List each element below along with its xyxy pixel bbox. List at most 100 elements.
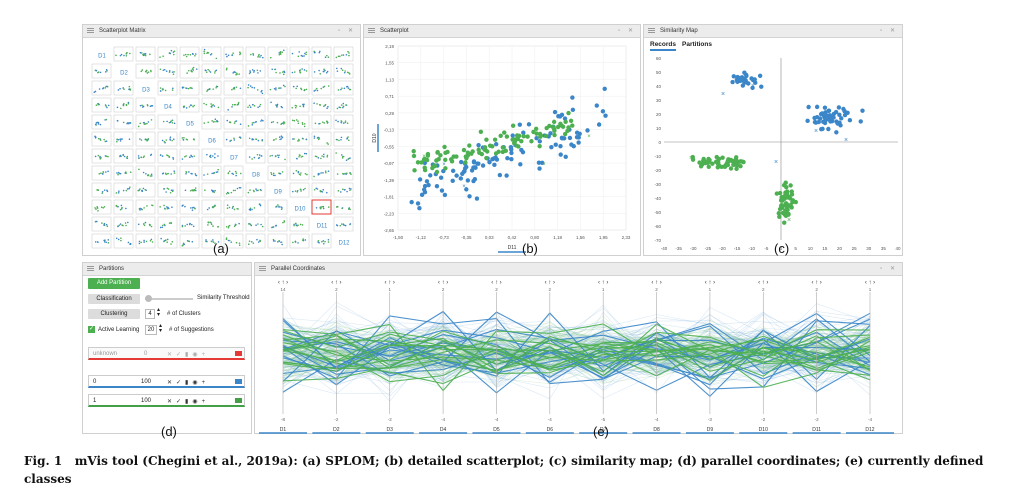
splom-point xyxy=(272,174,275,177)
slider-handle[interactable] xyxy=(145,295,152,302)
pc-line-green xyxy=(282,333,871,370)
stepper-arrows-icon[interactable]: ▴ ▾ xyxy=(157,307,161,318)
partitions-title-bar[interactable]: Partitions xyxy=(83,263,251,276)
stepper-arrows-icon[interactable]: ▴ ▾ xyxy=(159,323,163,334)
splom-point xyxy=(147,174,150,176)
splom-point xyxy=(215,86,217,89)
splom-point xyxy=(337,89,340,91)
splom-point xyxy=(205,103,208,106)
active-learning-checkbox[interactable]: ✓ xyxy=(88,326,95,333)
splom-point xyxy=(122,153,125,156)
splom-point xyxy=(239,52,242,55)
drag-grip-icon[interactable] xyxy=(87,266,94,272)
splom-point xyxy=(97,121,100,124)
simmap-suggestion-mark: × xyxy=(814,128,818,135)
partition-row-0[interactable]: 0 100 ✕✓▮◉+ xyxy=(88,375,245,388)
splom-title-bar[interactable]: Scatterplot Matrix ▫ ✕ xyxy=(83,25,360,38)
drag-grip-icon[interactable] xyxy=(648,28,655,34)
pc-axis-label: D5 xyxy=(493,427,500,433)
splom-point xyxy=(346,71,349,74)
scatterplot-chart[interactable]: 2,19 1,55 1,13 0,71 0,29 -0,13 -0,55 -0,97 -1,39… xyxy=(364,38,640,256)
scatter-xtick: -1,50 xyxy=(393,235,404,240)
splom-point xyxy=(276,106,278,108)
splom-point xyxy=(236,207,238,210)
drag-grip-icon[interactable] xyxy=(259,266,266,272)
drag-grip-icon[interactable] xyxy=(368,28,375,34)
partition-actions-icon[interactable]: ✕✓▮◉+ xyxy=(167,399,210,405)
splom-point xyxy=(316,137,319,139)
splom-point xyxy=(181,87,184,89)
parcoords-title-bar[interactable]: Parallel Coordinates ▫ ✕ xyxy=(255,263,902,276)
splom-point xyxy=(213,191,216,194)
splom-point xyxy=(300,87,302,90)
scatter-point-blue xyxy=(558,143,563,149)
splom-point xyxy=(171,139,173,142)
window-controls-icon[interactable]: ▫ ✕ xyxy=(880,28,898,34)
splom-point xyxy=(203,52,206,55)
splom-point xyxy=(172,156,174,159)
splom-point xyxy=(117,173,119,176)
splom-grid[interactable]: D1 D2 D3 D4 D5 D6 D7 D8 D9 D10 D11 D12 xyxy=(83,38,360,256)
splom-point xyxy=(343,189,346,191)
splom-point xyxy=(123,88,125,90)
pc-highlight-blue xyxy=(282,334,871,376)
splom-point xyxy=(104,239,106,242)
scatter-point-green xyxy=(565,128,570,134)
simmap-title-bar[interactable]: Similarity Map ▫ ✕ xyxy=(644,25,902,38)
clusters-stepper[interactable]: 4 xyxy=(145,309,155,319)
splom-point xyxy=(182,138,185,141)
scatter-point-blue xyxy=(510,133,515,138)
splom-point xyxy=(338,106,341,108)
window-controls-icon[interactable]: ▫ ✕ xyxy=(880,266,898,272)
splom-point xyxy=(162,224,164,227)
color-swatch-icon[interactable] xyxy=(235,398,242,403)
splom-point xyxy=(327,105,329,108)
splom-point xyxy=(257,106,259,109)
simmap-point-green xyxy=(786,212,791,217)
color-swatch-icon[interactable] xyxy=(235,351,242,356)
scatter-title-bar[interactable]: Scatterplot ▫ ✕ xyxy=(364,25,640,38)
parallel-coordinates-chart[interactable]: ‹ ↑ ›14-8‹ ↑ ›2-2‹ ↑ ›1-2‹ ↑ ›2-4‹ ↑ ›2-… xyxy=(255,276,902,434)
splom-point xyxy=(203,122,206,124)
tab-partitions[interactable]: Partitions xyxy=(682,41,712,48)
suggestions-stepper[interactable]: 20 xyxy=(145,325,157,335)
drag-grip-icon[interactable] xyxy=(87,28,94,34)
splom-point xyxy=(256,69,259,72)
clustering-button[interactable]: Clustering xyxy=(88,309,140,319)
simmap-point-green xyxy=(786,203,791,208)
window-controls-icon[interactable]: ▫ ✕ xyxy=(338,28,356,34)
partition-row-1[interactable]: 1 100 ✕✓▮◉+ xyxy=(88,394,245,407)
scatter-point-green xyxy=(478,129,484,134)
splom-point xyxy=(171,206,173,209)
tab-records[interactable]: Records xyxy=(650,41,677,51)
color-swatch-icon[interactable] xyxy=(235,379,242,384)
splom-point xyxy=(225,225,228,228)
splom-point xyxy=(105,105,107,107)
splom-point xyxy=(298,138,300,141)
splom-point xyxy=(231,172,233,175)
scatter-point-green xyxy=(432,163,437,168)
add-partition-button[interactable]: Add Partition xyxy=(88,278,140,289)
splom-point xyxy=(143,241,145,243)
partition-actions-icon[interactable]: ✕✓▮◉+ xyxy=(167,380,210,386)
splom-point xyxy=(318,241,320,244)
splom-point xyxy=(120,53,123,56)
simmap-xtick: 20 xyxy=(837,246,843,251)
splom-cell xyxy=(223,114,244,130)
splom-point xyxy=(144,70,147,73)
scatter-point-green xyxy=(442,144,447,150)
splom-point xyxy=(103,138,105,141)
splom-dim-label: D9 xyxy=(274,190,282,196)
partition-row-unknown[interactable]: unknown 0 ✕✓▮◉+ xyxy=(88,347,245,360)
window-controls-icon[interactable]: ▫ ✕ xyxy=(618,28,636,34)
splom-point xyxy=(313,137,316,139)
scatter-point-blue xyxy=(465,178,471,183)
partition-actions-icon[interactable]: ✕✓▮◉+ xyxy=(167,352,210,358)
pc-highlight-green xyxy=(282,323,871,392)
splom-point xyxy=(281,171,284,173)
similarity-slider[interactable] xyxy=(145,295,193,302)
scatter-point-blue xyxy=(509,156,514,162)
simmap-suggestion-mark: × xyxy=(721,91,725,98)
classification-button[interactable]: Classification xyxy=(88,294,140,304)
